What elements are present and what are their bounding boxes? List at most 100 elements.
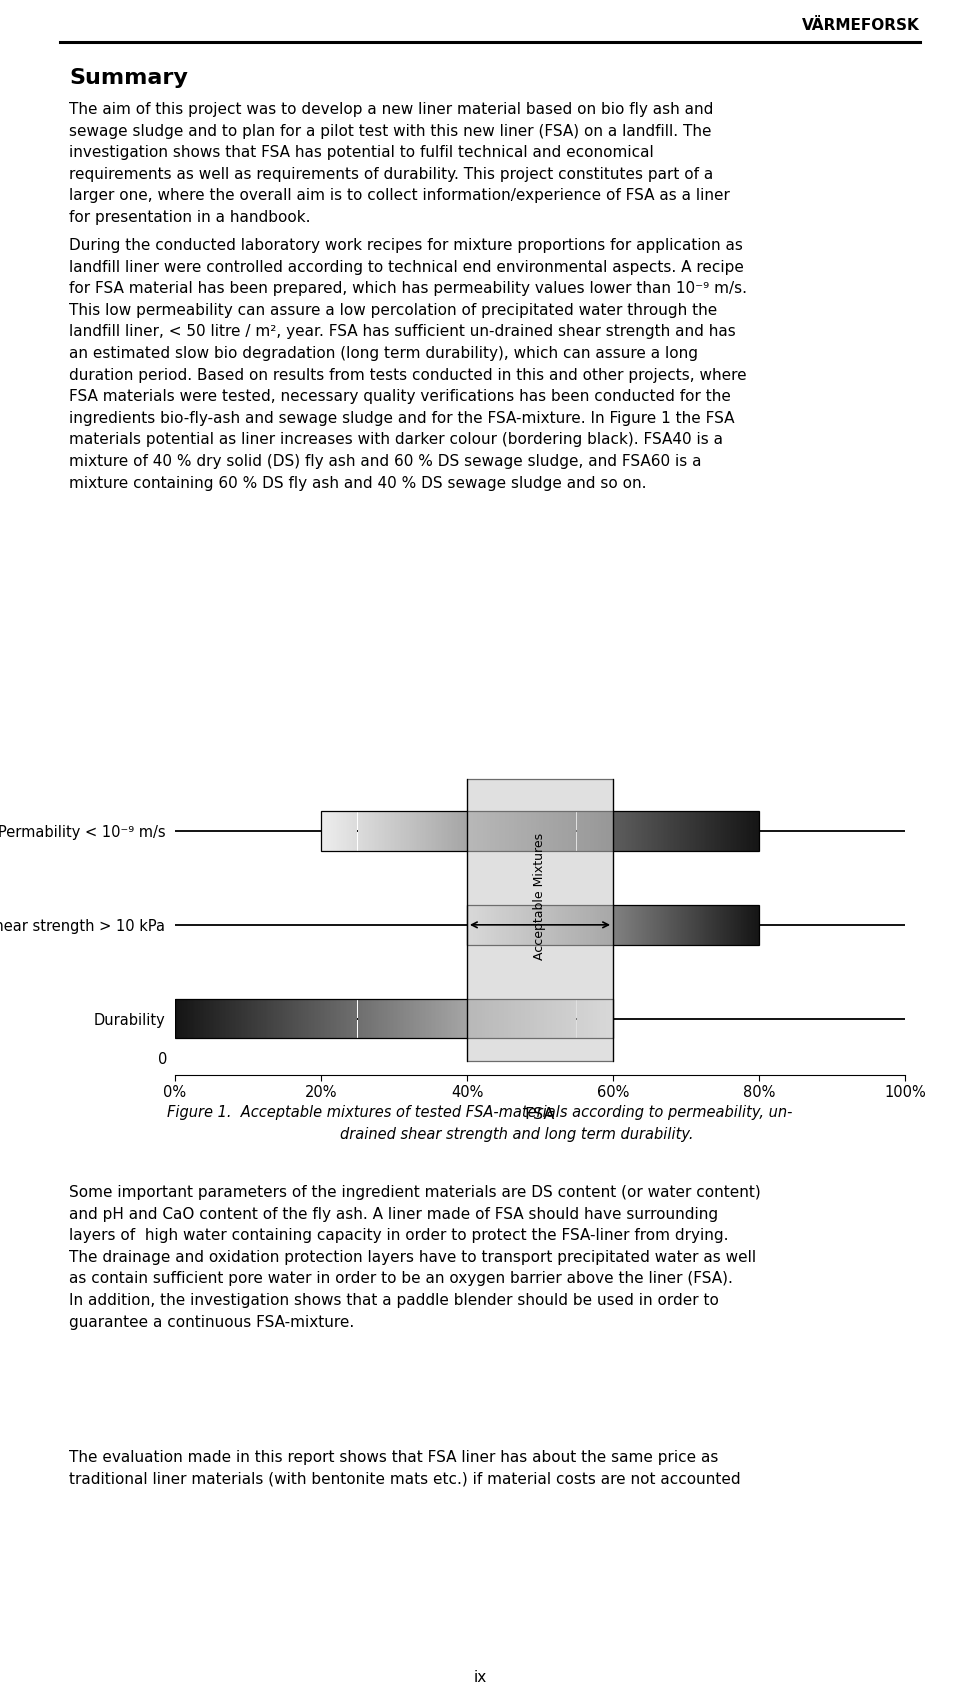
Bar	[516, 905, 517, 944]
Bar	[507, 998, 508, 1038]
Bar	[609, 998, 611, 1038]
Bar	[424, 811, 426, 850]
Bar	[493, 811, 494, 850]
Bar	[360, 998, 362, 1038]
Bar	[416, 811, 418, 850]
Bar	[292, 998, 293, 1038]
Bar	[628, 905, 629, 944]
Bar	[726, 811, 727, 850]
Bar	[348, 811, 350, 850]
Bar	[617, 811, 619, 850]
Bar	[508, 998, 510, 1038]
Bar	[564, 905, 565, 944]
Bar	[715, 811, 717, 850]
Bar	[676, 905, 677, 944]
Bar	[261, 998, 263, 1038]
Bar	[242, 998, 244, 1038]
Bar	[275, 998, 276, 1038]
Bar	[513, 905, 514, 944]
Bar	[189, 998, 191, 1038]
Bar	[717, 811, 718, 850]
Bar	[597, 905, 598, 944]
Bar	[467, 998, 468, 1038]
Bar	[743, 811, 744, 850]
Bar	[636, 811, 637, 850]
Bar	[584, 811, 586, 850]
Bar	[534, 905, 535, 944]
Bar	[427, 998, 429, 1038]
Bar	[354, 811, 356, 850]
Bar	[530, 811, 531, 850]
Text: The evaluation made in this report shows that FSA liner has about the same price: The evaluation made in this report shows…	[69, 1449, 741, 1487]
Bar	[643, 811, 645, 850]
Bar	[635, 905, 636, 944]
Bar	[545, 905, 546, 944]
Bar	[522, 905, 523, 944]
Bar	[485, 998, 486, 1038]
Bar	[557, 905, 558, 944]
Bar	[489, 811, 491, 850]
Bar	[576, 905, 577, 944]
Bar	[584, 998, 586, 1038]
Bar	[552, 998, 553, 1038]
Bar	[583, 811, 584, 850]
Bar	[448, 998, 449, 1038]
Bar	[471, 811, 473, 850]
Bar	[286, 998, 287, 1038]
Bar	[318, 998, 320, 1038]
Bar	[598, 811, 600, 850]
Bar	[519, 811, 521, 850]
Bar	[463, 998, 464, 1038]
Bar	[537, 998, 539, 1038]
Bar	[531, 811, 533, 850]
Bar	[486, 811, 488, 850]
Bar	[549, 811, 550, 850]
Bar	[549, 998, 550, 1038]
Bar	[325, 998, 326, 1038]
Bar	[217, 998, 219, 1038]
Bar	[601, 905, 602, 944]
Bar	[418, 811, 419, 850]
Bar	[391, 811, 393, 850]
Bar	[359, 998, 360, 1038]
Bar	[370, 998, 371, 1038]
Bar	[550, 998, 552, 1038]
Bar	[360, 811, 362, 850]
Bar	[687, 905, 688, 944]
Bar	[607, 998, 609, 1038]
Bar	[343, 998, 345, 1038]
Bar	[247, 998, 248, 1038]
Bar	[601, 998, 603, 1038]
Text: During the conducted laboratory work recipes for mixture proportions for applica: During the conducted laboratory work rec…	[69, 238, 747, 490]
Bar	[667, 905, 668, 944]
Bar	[375, 811, 376, 850]
Bar	[594, 998, 595, 1038]
Bar	[513, 998, 514, 1038]
Bar	[672, 905, 673, 944]
Bar	[540, 811, 541, 850]
Bar	[477, 811, 479, 850]
Bar	[403, 811, 404, 850]
Bar	[363, 811, 365, 850]
Bar	[537, 905, 538, 944]
Bar	[555, 905, 556, 944]
Bar	[528, 905, 529, 944]
Bar	[569, 811, 570, 850]
Bar	[193, 998, 194, 1038]
Bar	[444, 998, 445, 1038]
Bar	[520, 905, 521, 944]
Bar	[514, 905, 515, 944]
Bar	[687, 811, 689, 850]
Bar	[699, 905, 700, 944]
Bar	[620, 811, 622, 850]
Bar	[710, 811, 712, 850]
Bar	[503, 998, 505, 1038]
Bar	[674, 905, 675, 944]
Bar	[690, 811, 692, 850]
Bar	[581, 905, 582, 944]
Bar	[718, 811, 720, 850]
Bar	[619, 811, 620, 850]
Bar	[331, 811, 333, 850]
Bar	[507, 811, 508, 850]
Bar	[406, 811, 407, 850]
